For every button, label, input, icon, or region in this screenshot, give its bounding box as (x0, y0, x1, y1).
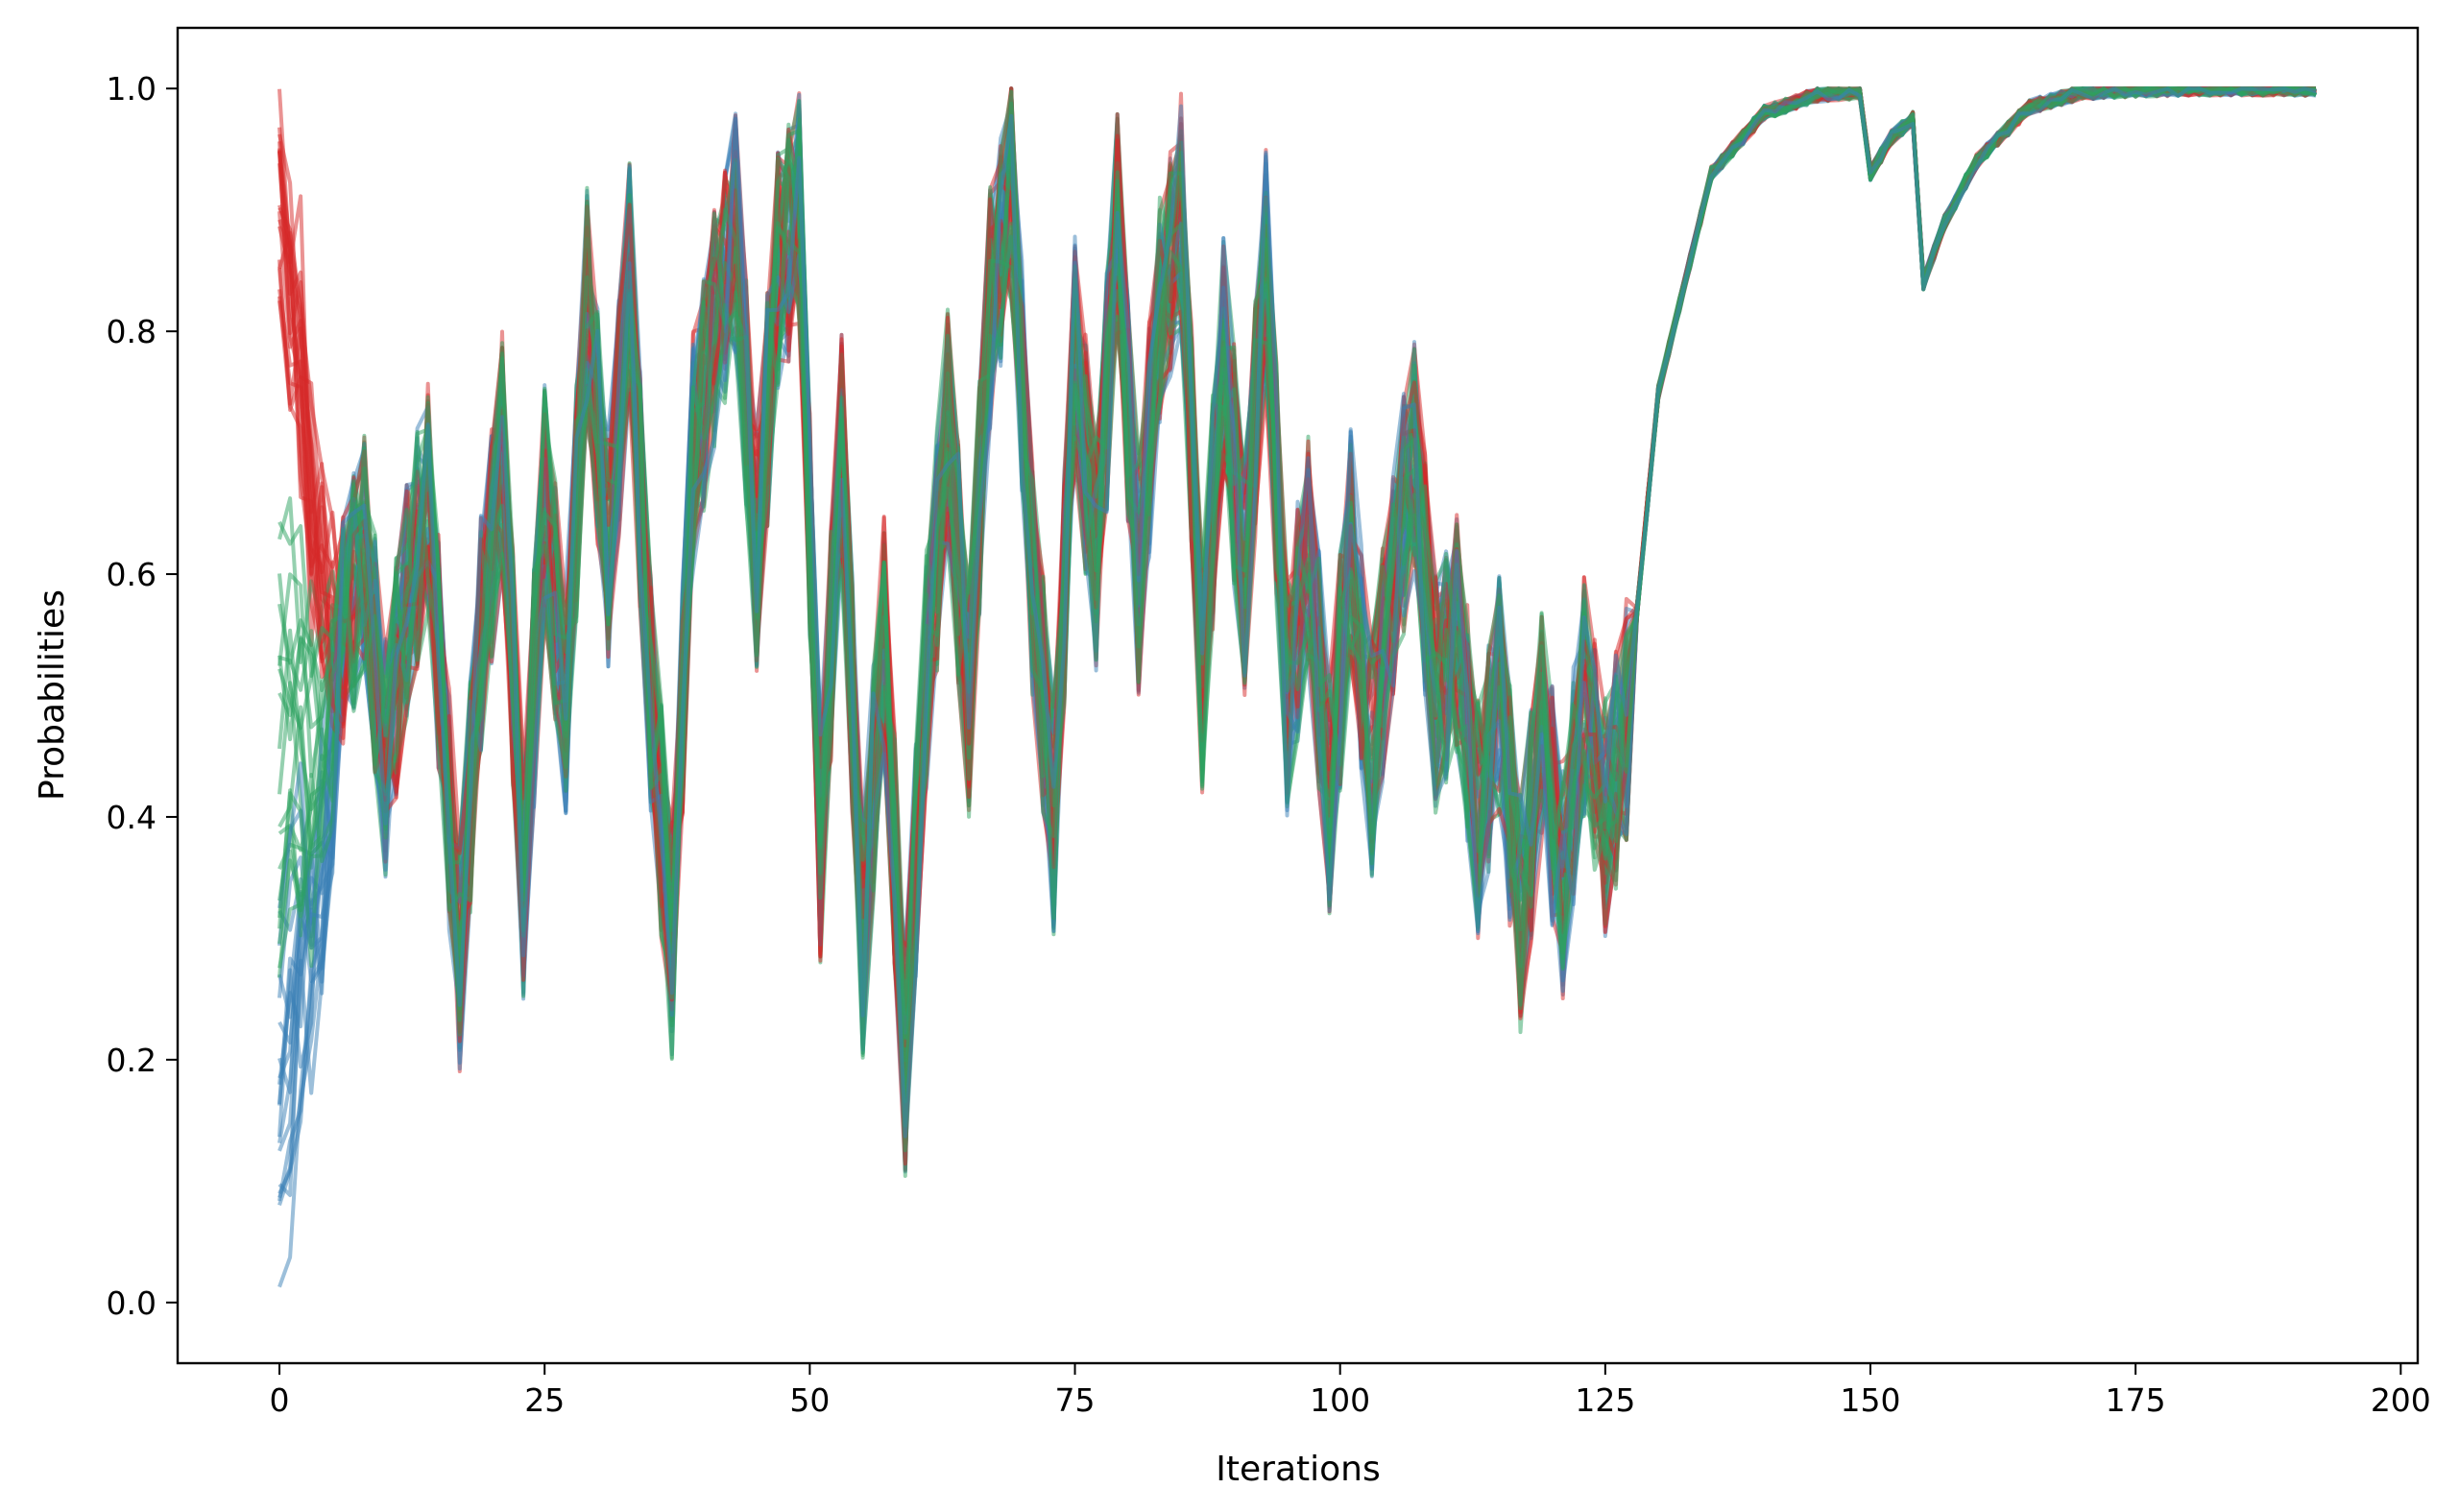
x-tick-label: 200 (2371, 1381, 2431, 1419)
series-layer (277, 86, 2318, 1288)
y-tick-label: 0.4 (107, 799, 157, 836)
x-axis: 0 25 50 75 100 125 150 175 200 (270, 1363, 2431, 1419)
x-tick-label: 100 (1310, 1381, 1370, 1419)
x-tick-label: 25 (524, 1381, 565, 1419)
x-tick-label: 125 (1575, 1381, 1635, 1419)
x-tick-label: 75 (1055, 1381, 1096, 1419)
y-axis-label: Probabilities (33, 589, 72, 801)
x-tick-label: 0 (270, 1381, 290, 1419)
y-axis: 0.0 0.2 0.4 0.6 0.8 1.0 (107, 70, 178, 1322)
x-tick-label: 50 (789, 1381, 830, 1419)
x-tick-label: 150 (1841, 1381, 1901, 1419)
y-tick-label: 0.6 (107, 556, 157, 593)
y-tick-label: 0.2 (107, 1042, 157, 1079)
x-axis-label: Iterations (1216, 1450, 1380, 1489)
y-tick-label: 1.0 (107, 70, 157, 108)
y-tick-label: 0.0 (107, 1284, 157, 1322)
series-line (277, 86, 2317, 1199)
y-tick-label: 0.8 (107, 313, 157, 350)
plot-frame (176, 26, 2420, 1365)
x-tick-label: 175 (2106, 1381, 2166, 1419)
